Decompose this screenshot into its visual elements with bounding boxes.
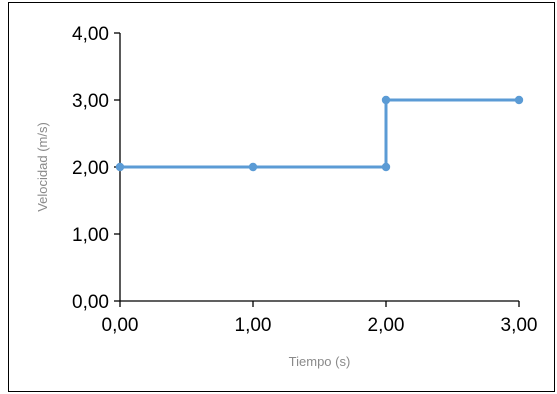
y-tick-label: 3,00 xyxy=(72,91,109,112)
y-tick-label: 2,00 xyxy=(72,158,109,179)
y-axis-title: Velocidad (m/s) xyxy=(35,122,50,212)
chart-frame xyxy=(8,2,555,392)
series-layer xyxy=(115,95,524,172)
y-tick-label: 1,00 xyxy=(72,225,109,246)
series-line xyxy=(120,98,519,169)
x-tick-label: 1,00 xyxy=(235,315,272,336)
x-tick-label: 0,00 xyxy=(102,315,139,336)
data-point xyxy=(514,95,524,105)
x-tick-label: 2,00 xyxy=(368,315,405,336)
y-tick-label: 4,00 xyxy=(72,24,109,45)
data-point xyxy=(381,162,391,172)
data-point xyxy=(381,95,391,105)
x-tick-labels: 0,00 1,00 2,00 3,00 xyxy=(102,315,538,336)
y-tick-labels: 0,00 1,00 2,00 3,00 4,00 xyxy=(72,24,109,313)
data-point xyxy=(248,162,258,172)
x-axis-title: Tiempo (s) xyxy=(289,354,351,369)
y-tick-label: 0,00 xyxy=(72,292,109,313)
axes xyxy=(114,32,520,307)
data-point xyxy=(115,162,125,172)
x-tick-label: 3,00 xyxy=(501,315,538,336)
